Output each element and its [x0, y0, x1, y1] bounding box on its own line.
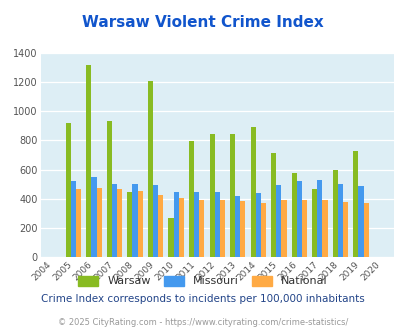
- Bar: [342, 202, 347, 257]
- Bar: [317, 180, 322, 257]
- Text: Crime Index corresponds to incidents per 100,000 inhabitants: Crime Index corresponds to incidents per…: [41, 294, 364, 304]
- Bar: [173, 192, 178, 257]
- Bar: [132, 183, 137, 257]
- Bar: [209, 134, 214, 257]
- Bar: [188, 141, 194, 257]
- Bar: [147, 81, 153, 257]
- Bar: [127, 192, 132, 257]
- Bar: [332, 170, 337, 257]
- Bar: [117, 189, 122, 257]
- Bar: [234, 196, 240, 257]
- Bar: [255, 193, 260, 257]
- Bar: [112, 183, 117, 257]
- Bar: [352, 151, 358, 257]
- Bar: [96, 188, 101, 257]
- Bar: [230, 134, 234, 257]
- Bar: [71, 181, 76, 257]
- Bar: [358, 186, 362, 257]
- Bar: [322, 200, 327, 257]
- Bar: [168, 218, 173, 257]
- Bar: [291, 173, 296, 257]
- Bar: [301, 200, 306, 257]
- Text: © 2025 CityRating.com - https://www.cityrating.com/crime-statistics/: © 2025 CityRating.com - https://www.city…: [58, 318, 347, 327]
- Text: Warsaw Violent Crime Index: Warsaw Violent Crime Index: [82, 15, 323, 30]
- Bar: [178, 198, 183, 257]
- Bar: [76, 189, 81, 257]
- Bar: [153, 185, 158, 257]
- Bar: [275, 185, 281, 257]
- Bar: [311, 189, 317, 257]
- Bar: [107, 121, 112, 257]
- Bar: [362, 203, 368, 257]
- Bar: [214, 192, 219, 257]
- Bar: [271, 153, 275, 257]
- Bar: [250, 127, 255, 257]
- Bar: [158, 195, 163, 257]
- Bar: [281, 200, 286, 257]
- Bar: [66, 123, 71, 257]
- Bar: [260, 203, 265, 257]
- Bar: [91, 177, 96, 257]
- Bar: [240, 201, 245, 257]
- Bar: [199, 200, 204, 257]
- Bar: [194, 192, 199, 257]
- Bar: [86, 65, 91, 257]
- Bar: [296, 181, 301, 257]
- Bar: [219, 200, 224, 257]
- Bar: [337, 184, 342, 257]
- Legend: Warsaw, Missouri, National: Warsaw, Missouri, National: [74, 271, 331, 291]
- Bar: [137, 191, 143, 257]
